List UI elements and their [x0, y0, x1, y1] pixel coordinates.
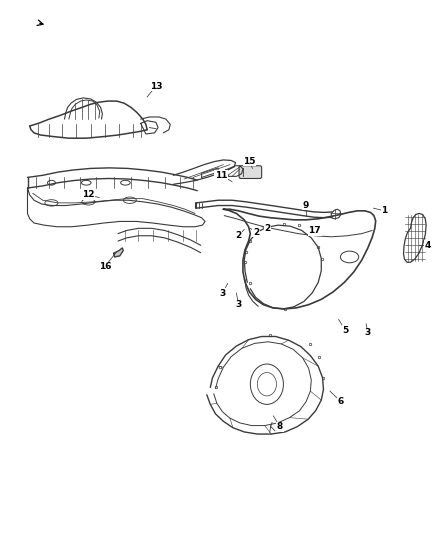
Text: 17: 17: [308, 227, 321, 236]
Polygon shape: [114, 248, 123, 257]
Text: 4: 4: [425, 241, 431, 250]
Text: 16: 16: [99, 262, 111, 271]
Text: 12: 12: [82, 190, 95, 199]
Text: 2: 2: [236, 231, 242, 240]
Text: 3: 3: [365, 328, 371, 337]
Text: 13: 13: [150, 82, 162, 91]
Text: 9: 9: [303, 201, 309, 210]
Text: 8: 8: [277, 422, 283, 431]
Text: 6: 6: [338, 397, 344, 406]
Text: 15: 15: [243, 157, 256, 166]
FancyBboxPatch shape: [239, 166, 261, 179]
Text: 2: 2: [253, 228, 259, 237]
Text: 1: 1: [381, 206, 388, 215]
Text: 3: 3: [219, 288, 226, 297]
Text: 3: 3: [236, 300, 242, 309]
Text: 11: 11: [215, 171, 227, 180]
Text: 5: 5: [342, 326, 348, 335]
Text: 2: 2: [265, 224, 271, 233]
